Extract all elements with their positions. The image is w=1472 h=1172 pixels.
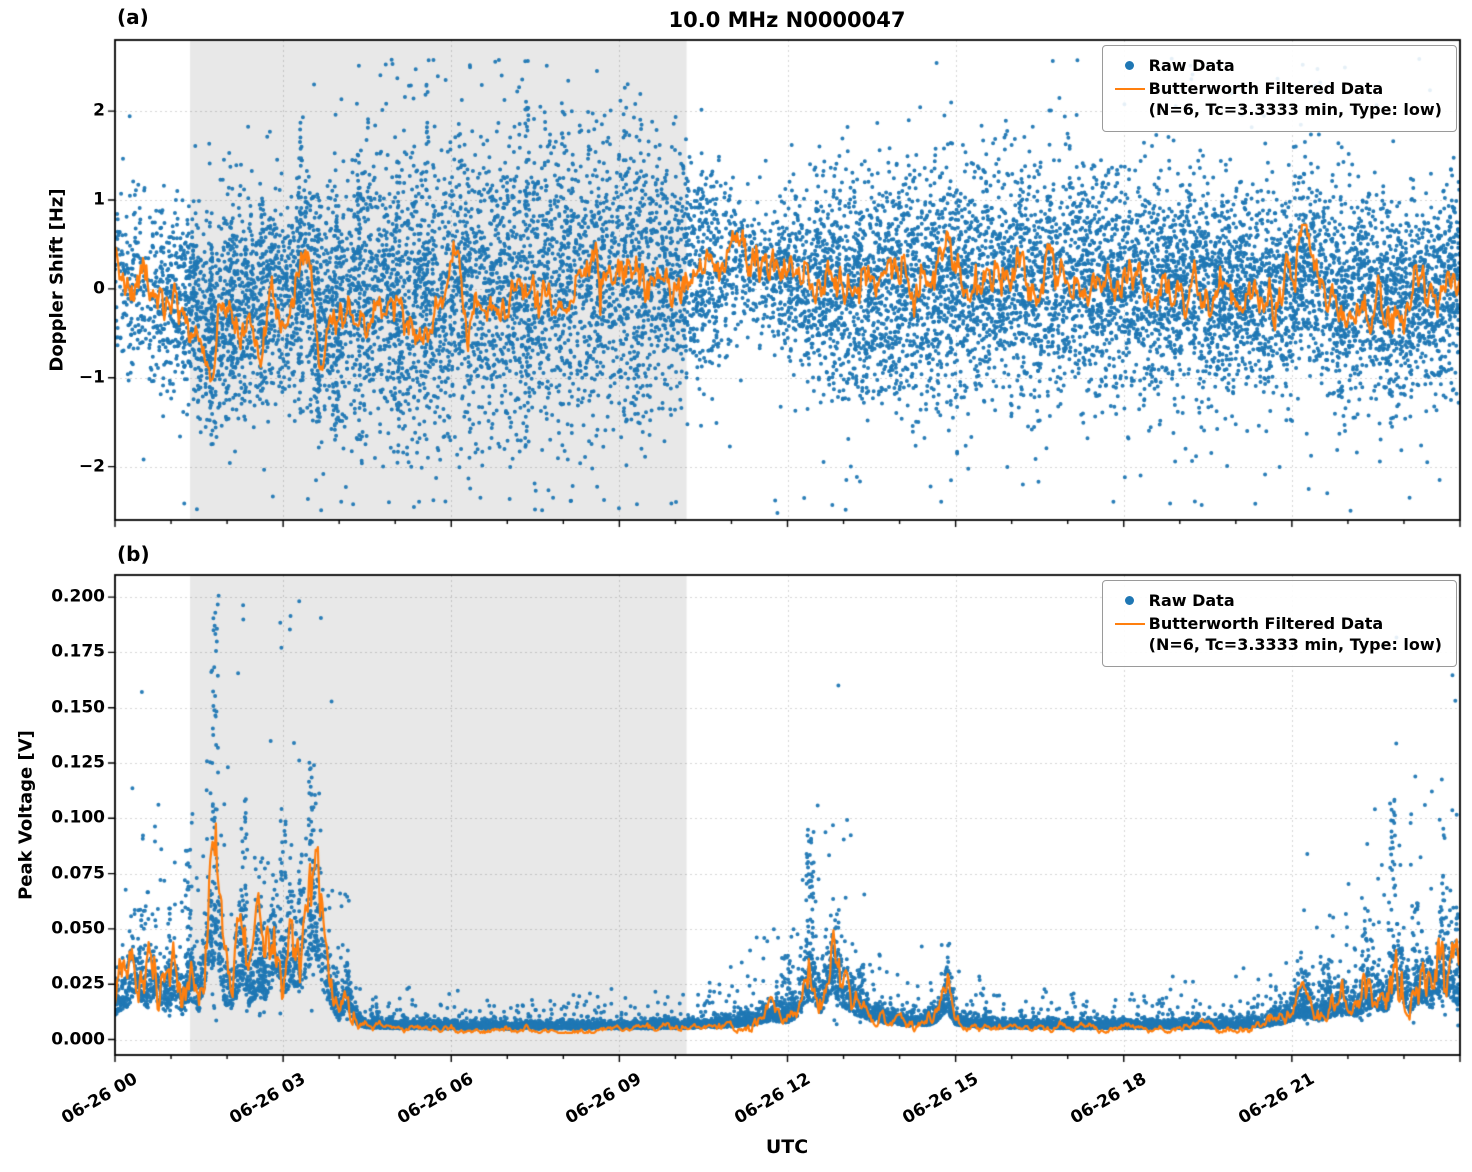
panel-b-label: (b) xyxy=(117,542,150,566)
legend-panel-b: Raw Data Butterworth Filtered Data (N=6,… xyxy=(1101,580,1457,667)
y-tick-label: 1 xyxy=(93,189,105,210)
x-axis-label: UTC xyxy=(765,1136,809,1158)
legend-raw-label: Raw Data xyxy=(1148,591,1235,610)
legend-filtered-sublabel: (N=6, Tc=3.3333 min, Type: low) xyxy=(1148,635,1442,654)
filtered-line-marker-icon xyxy=(1111,613,1149,634)
y-tick-label: 0.200 xyxy=(51,586,105,607)
legend-filtered-sublabel: (N=6, Tc=3.3333 min, Type: low) xyxy=(1148,100,1442,119)
filtered-line-marker-icon xyxy=(1111,78,1149,99)
y-tick-label: 0.025 xyxy=(51,973,105,994)
y-tick-label: 0.050 xyxy=(51,918,105,939)
y-tick-label: −1 xyxy=(78,367,105,388)
y-tick-label: 0.000 xyxy=(51,1029,105,1050)
chart-title: 10.0 MHz N0000047 xyxy=(668,8,906,32)
raw-data-marker-icon xyxy=(1111,590,1149,611)
panel-a-y-axis-label: Doppler Shift [Hz] xyxy=(46,188,68,372)
raw-data-marker-icon xyxy=(1111,55,1149,76)
y-tick-label: 0.100 xyxy=(51,807,105,828)
panel-a-label: (a) xyxy=(117,5,149,29)
y-tick-label: −2 xyxy=(78,456,105,477)
legend-raw-entry: Raw Data xyxy=(1111,590,1442,611)
y-tick-label: 2 xyxy=(93,100,105,121)
y-tick-label: 0.125 xyxy=(51,752,105,773)
legend-panel-a: Raw Data Butterworth Filtered Data (N=6,… xyxy=(1101,45,1457,132)
legend-raw-label: Raw Data xyxy=(1148,56,1235,75)
panel-b-y-axis-label: Peak Voltage [V] xyxy=(15,730,37,900)
y-tick-label: 0 xyxy=(93,278,105,299)
legend-filtered-entry: Butterworth Filtered Data (N=6, Tc=3.333… xyxy=(1111,78,1442,120)
y-tick-label: 0.075 xyxy=(51,863,105,884)
legend-raw-entry: Raw Data xyxy=(1111,55,1442,76)
legend-filtered-label: Butterworth Filtered Data xyxy=(1148,79,1384,98)
legend-filtered-entry: Butterworth Filtered Data (N=6, Tc=3.333… xyxy=(1111,613,1442,655)
legend-filtered-label: Butterworth Filtered Data xyxy=(1148,614,1384,633)
y-tick-label: 0.150 xyxy=(51,697,105,718)
y-tick-label: 0.175 xyxy=(51,642,105,663)
